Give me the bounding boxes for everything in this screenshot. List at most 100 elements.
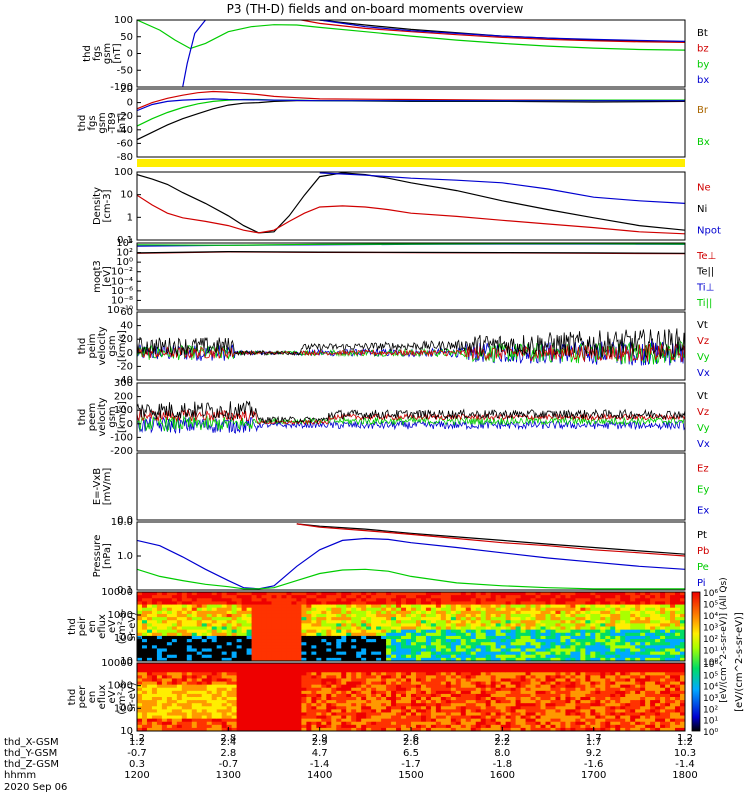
heatmap-cell (291, 669, 298, 673)
heatmap-cell (186, 703, 193, 707)
heatmap-cell (545, 654, 552, 659)
heatmap-cell (306, 718, 312, 723)
heatmap-cell (515, 715, 522, 720)
heatmap-cell (475, 642, 482, 646)
heatmap-cell (296, 697, 302, 701)
heatmap-cell (171, 706, 178, 710)
heatmap-cell (540, 681, 547, 686)
y-axis-label: eV (107, 620, 118, 633)
heatmap-cell (301, 654, 307, 659)
heatmap-cell (406, 620, 412, 624)
heatmap-cell (485, 598, 492, 603)
heatmap-cell (455, 697, 462, 701)
heatmap-cell (530, 715, 537, 720)
heatmap-cell (525, 592, 532, 596)
heatmap-cell (435, 642, 442, 646)
heatmap-cell (401, 598, 407, 603)
heatmap-cell (610, 697, 616, 701)
heatmap-cell (351, 675, 357, 680)
heatmap-cell (331, 690, 337, 695)
heatmap-cell (401, 675, 407, 680)
heatmap-cell (505, 651, 512, 656)
heatmap-cell (166, 697, 173, 701)
heatmap-cell (600, 669, 606, 673)
heatmap-cell (565, 592, 572, 596)
heatmap-cell (171, 617, 178, 621)
heatmap-cell (371, 598, 377, 603)
heatmap-cell (510, 666, 517, 670)
heatmap-cell (590, 645, 596, 650)
heatmap-cell (376, 613, 382, 618)
heatmap-cell (236, 669, 243, 673)
heatmap-cell (660, 709, 666, 714)
heatmap-cell (610, 629, 616, 634)
heatmap-cell (281, 721, 288, 726)
heatmap-cell (595, 623, 601, 628)
heatmap-cell (226, 690, 233, 695)
heatmap-cell (560, 626, 567, 631)
heatmap-cell (181, 697, 188, 701)
heatmap-cell (291, 629, 298, 634)
heatmap-cell (351, 721, 357, 726)
heatmap-cell (570, 684, 576, 689)
heatmap-cell (615, 613, 621, 618)
heatmap-cell (261, 721, 268, 726)
heatmap-cell (166, 639, 173, 643)
heatmap-cell (510, 721, 517, 726)
heatmap-cell (156, 617, 163, 621)
heatmap-cell (590, 651, 596, 656)
plot-area (137, 243, 685, 255)
heatmap-cell (555, 718, 562, 723)
heatmap-cell (665, 706, 671, 710)
heatmap-cell (610, 721, 616, 726)
heatmap-cell (356, 715, 362, 720)
heatmap-cell (321, 598, 327, 603)
heatmap-cell (640, 604, 646, 609)
heatmap-cell (281, 669, 288, 673)
heatmap-cell (480, 632, 487, 637)
heatmap-cell (605, 678, 611, 683)
heatmap-cell (206, 648, 213, 653)
heatmap-cell (176, 607, 183, 612)
heatmap-cell (610, 690, 616, 695)
heatmap-cell (241, 706, 248, 710)
heatmap-cell (450, 721, 457, 726)
heatmap-cell (301, 663, 307, 667)
heatmap-cell (510, 601, 517, 606)
heatmap-cell (655, 604, 661, 609)
heatmap-cell (630, 727, 636, 731)
y-axis-label: thd (82, 45, 93, 62)
heatmap-cell (401, 700, 407, 704)
heatmap-cell (430, 703, 437, 707)
heatmap-cell (445, 629, 452, 634)
heatmap-cell (460, 663, 467, 667)
heatmap-cell (560, 651, 567, 656)
heatmap-cell (341, 648, 347, 653)
heatmap-cell (196, 675, 203, 680)
heatmap-cell (326, 678, 332, 683)
heatmap-cell (650, 715, 656, 720)
heatmap-cell (386, 654, 392, 659)
heatmap-cell (580, 709, 586, 714)
heatmap-cell (137, 724, 143, 729)
heatmap-cell (281, 715, 288, 720)
heatmap-cell (590, 657, 596, 661)
heatmap-cell (600, 684, 606, 689)
heatmap-cell (600, 620, 606, 624)
heatmap-cell (381, 613, 387, 618)
heatmap-cell (146, 712, 153, 717)
heatmap-cell (406, 617, 412, 621)
heatmap-cell (256, 639, 263, 643)
heatmap-cell (420, 595, 427, 599)
heatmap-cell (430, 718, 437, 723)
heatmap-cell (286, 620, 293, 624)
heatmap-cell (221, 657, 228, 661)
heatmap-cell (460, 632, 467, 637)
heatmap-cell (565, 632, 572, 637)
heatmap-cell (166, 727, 173, 731)
heatmap-cell (356, 639, 362, 643)
heatmap-cell (435, 620, 442, 624)
heatmap-cell (620, 678, 626, 683)
heatmap-cell (276, 669, 283, 673)
heatmap-cell (246, 681, 253, 686)
